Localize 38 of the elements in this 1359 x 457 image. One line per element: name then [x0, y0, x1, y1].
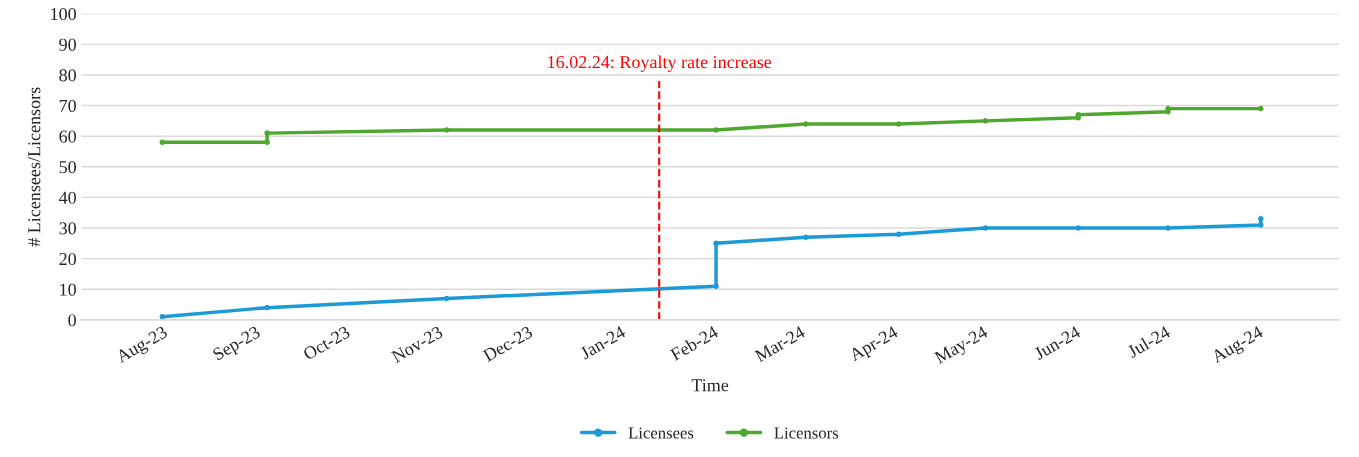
- point: [713, 127, 719, 133]
- point: [159, 139, 166, 146]
- y-tick-label: 40: [58, 191, 76, 204]
- point: [803, 121, 809, 127]
- y-tick-label: 20: [59, 252, 76, 266]
- y-tick-label: 50: [59, 161, 76, 174]
- ref-line-label: 16.02.24: Royalty rate increase: [548, 55, 772, 72]
- legend-label: Licensors: [774, 427, 839, 439]
- point: [982, 118, 989, 124]
- point: [1075, 111, 1081, 118]
- point: [264, 130, 270, 136]
- legend-label: Licensees: [628, 427, 694, 439]
- point: [895, 121, 902, 127]
- point: [1075, 225, 1081, 231]
- point: [443, 295, 450, 302]
- y-tick-label: 80: [59, 69, 76, 82]
- y-tick-label: 10: [60, 283, 76, 296]
- point: [713, 283, 719, 289]
- point: [1258, 105, 1264, 112]
- y-tick-label: 60: [59, 130, 76, 143]
- point: [1258, 222, 1264, 228]
- point: [159, 314, 166, 320]
- point: [443, 127, 450, 133]
- y-tick-label: 100: [51, 7, 76, 21]
- x-axis-title: Time: [691, 379, 729, 392]
- point: [1258, 216, 1264, 222]
- y-tick-label: 30: [59, 222, 76, 235]
- point: [1165, 225, 1171, 231]
- point: [803, 234, 809, 241]
- point: [982, 225, 989, 231]
- point: [264, 139, 270, 146]
- point: [895, 231, 902, 237]
- point: [264, 304, 270, 311]
- point: [713, 240, 719, 247]
- y-axis-title: # Licensees/Licensors: [28, 87, 41, 247]
- y-tick-label: 70: [59, 99, 76, 113]
- y-tick-label: 0: [68, 314, 76, 327]
- y-tick-label: 90: [59, 38, 76, 51]
